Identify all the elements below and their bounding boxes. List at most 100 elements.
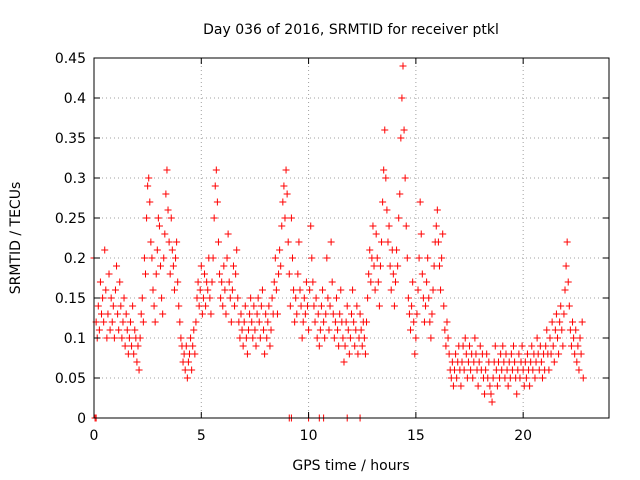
data-point — [278, 222, 286, 230]
data-point — [439, 230, 447, 238]
data-point — [288, 254, 296, 262]
data-point — [579, 374, 587, 382]
data-point — [131, 326, 139, 334]
data-point — [515, 350, 523, 358]
data-point — [266, 342, 274, 350]
data-point — [561, 286, 569, 294]
data-point — [111, 286, 119, 294]
data-point — [189, 342, 197, 350]
data-point — [405, 310, 413, 318]
data-point — [263, 334, 271, 342]
data-point — [357, 326, 365, 334]
data-point — [488, 398, 496, 406]
data-point — [257, 302, 265, 310]
data-point — [98, 310, 106, 318]
data-point — [96, 278, 104, 286]
data-point — [245, 326, 252, 334]
data-point — [354, 350, 362, 358]
data-point — [570, 334, 578, 342]
data-point — [164, 206, 172, 214]
data-point — [374, 278, 382, 286]
data-point — [191, 350, 199, 358]
data-point — [433, 206, 441, 214]
data-point — [565, 302, 573, 310]
data-point — [159, 310, 167, 318]
data-point — [558, 326, 566, 334]
data-point — [221, 286, 229, 294]
data-point — [429, 286, 437, 294]
data-point — [342, 318, 350, 326]
data-point — [182, 342, 190, 350]
data-point — [301, 310, 309, 318]
data-point — [237, 310, 245, 318]
data-point — [574, 342, 582, 350]
data-point — [367, 278, 375, 286]
data-point — [376, 262, 384, 270]
data-point — [373, 254, 381, 262]
data-point — [326, 302, 334, 310]
data-point — [476, 342, 484, 350]
data-point — [188, 366, 196, 374]
data-point — [264, 318, 272, 326]
data-point — [140, 254, 148, 262]
data-point — [152, 270, 160, 278]
data-point — [560, 310, 568, 318]
data-point — [254, 294, 262, 302]
data-point — [510, 342, 518, 350]
data-point — [345, 350, 353, 358]
data-point — [348, 310, 355, 318]
data-point — [385, 222, 393, 230]
data-point — [351, 342, 359, 350]
data-point — [408, 302, 416, 310]
y-axis-label: SRMTID / TECUs — [8, 182, 24, 295]
data-point — [220, 262, 228, 270]
data-point — [286, 302, 294, 310]
data-point — [340, 358, 348, 366]
data-point — [426, 318, 434, 326]
data-point — [304, 302, 312, 310]
data-point — [417, 230, 425, 238]
data-point — [198, 310, 206, 318]
data-point — [169, 262, 177, 270]
data-point — [144, 182, 152, 190]
data-point — [147, 238, 155, 246]
data-point — [545, 366, 553, 374]
data-point — [295, 238, 303, 246]
data-point — [202, 302, 210, 310]
data-point — [117, 302, 125, 310]
data-point — [573, 358, 581, 366]
data-point — [361, 350, 369, 358]
data-point — [324, 294, 332, 302]
data-point — [526, 382, 534, 390]
data-point — [158, 294, 166, 302]
data-point — [409, 278, 417, 286]
data-point — [339, 334, 347, 342]
data-point — [107, 294, 115, 302]
data-point — [276, 246, 284, 254]
y-tick-label: 0.35 — [55, 131, 86, 147]
data-point — [275, 270, 283, 278]
data-point — [325, 326, 333, 334]
data-point — [576, 334, 584, 342]
data-point — [459, 342, 467, 350]
data-point — [282, 166, 290, 174]
data-point — [134, 342, 142, 350]
data-point — [258, 286, 266, 294]
data-point — [452, 350, 460, 358]
y-tick-label: 0.45 — [55, 51, 86, 67]
data-point — [146, 198, 154, 206]
data-point — [543, 326, 551, 334]
data-point — [316, 326, 324, 334]
data-point — [557, 302, 565, 310]
data-point — [231, 302, 239, 310]
data-point — [311, 318, 319, 326]
data-point — [314, 310, 322, 318]
data-point — [217, 294, 225, 302]
data-point — [401, 174, 409, 182]
data-point — [323, 254, 331, 262]
data-point — [101, 246, 109, 254]
data-point — [398, 94, 406, 102]
y-tick-label: 0.05 — [55, 371, 86, 387]
data-point — [516, 374, 524, 382]
data-point — [306, 286, 314, 294]
